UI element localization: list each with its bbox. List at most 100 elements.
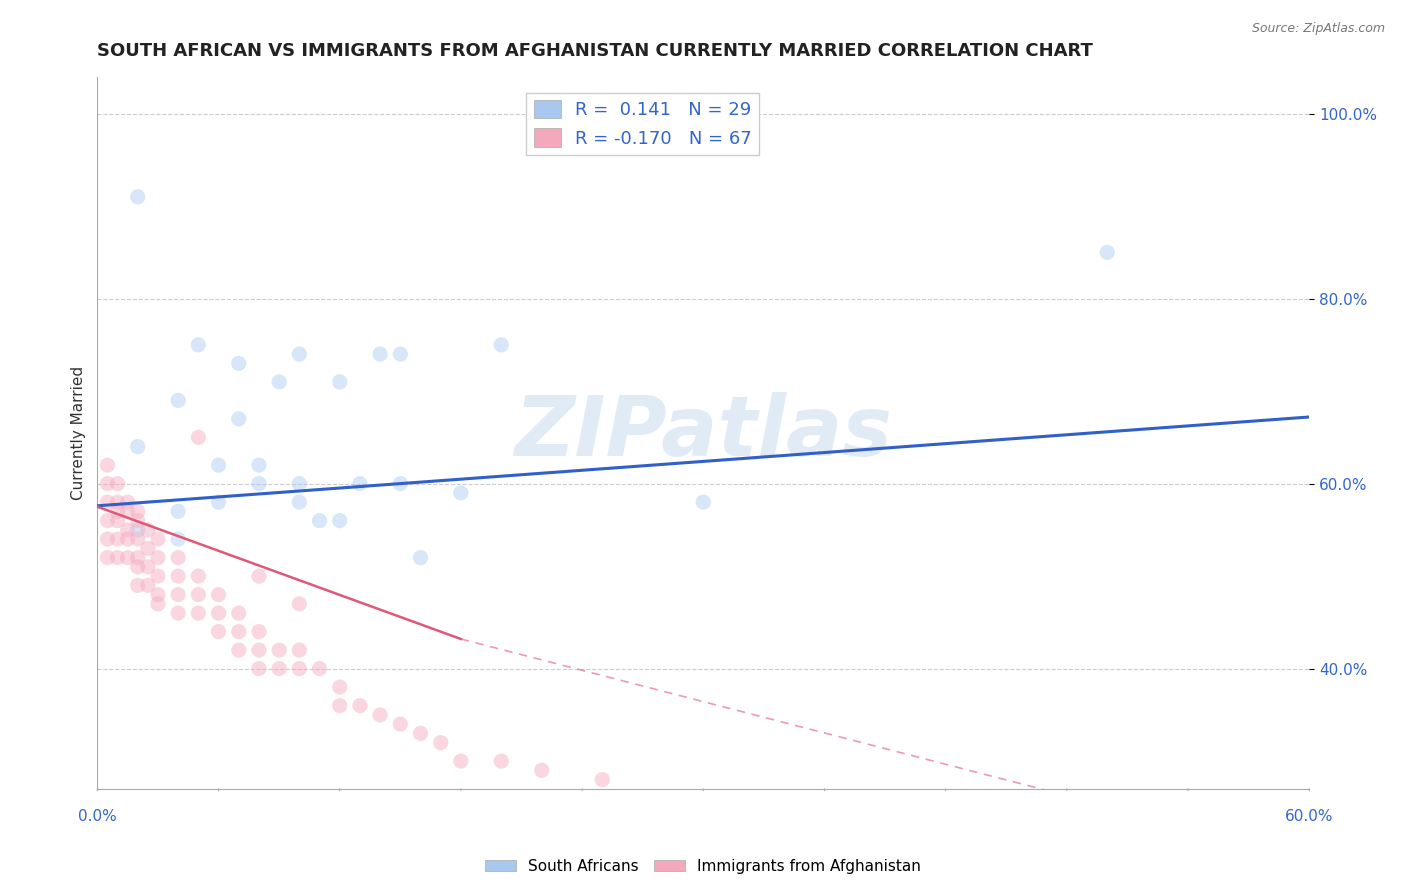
Point xyxy=(349,476,371,491)
Point xyxy=(329,514,352,528)
Point xyxy=(167,569,190,583)
Point xyxy=(96,458,118,472)
Point xyxy=(167,504,190,518)
Point xyxy=(107,476,129,491)
Point xyxy=(591,772,613,787)
Point xyxy=(247,643,270,657)
Point xyxy=(127,440,149,454)
Point xyxy=(146,588,169,602)
Point xyxy=(146,597,169,611)
Point xyxy=(167,393,190,408)
Point xyxy=(187,338,209,352)
Point xyxy=(207,624,229,639)
Point xyxy=(288,476,311,491)
Point xyxy=(269,662,291,676)
Point xyxy=(368,347,391,361)
Point xyxy=(127,514,149,528)
Point xyxy=(136,523,159,537)
Point xyxy=(329,698,352,713)
Point xyxy=(389,476,412,491)
Point xyxy=(288,643,311,657)
Point xyxy=(127,550,149,565)
Point xyxy=(491,338,513,352)
Point xyxy=(389,347,412,361)
Point xyxy=(117,550,139,565)
Point xyxy=(127,504,149,518)
Point xyxy=(136,559,159,574)
Point xyxy=(228,606,250,620)
Point xyxy=(247,476,270,491)
Point xyxy=(127,578,149,592)
Point xyxy=(368,707,391,722)
Point xyxy=(228,624,250,639)
Point xyxy=(167,550,190,565)
Text: ZIPatlas: ZIPatlas xyxy=(515,392,893,474)
Point xyxy=(450,486,472,500)
Point xyxy=(107,514,129,528)
Point xyxy=(187,569,209,583)
Point xyxy=(228,356,250,370)
Point xyxy=(96,532,118,546)
Point xyxy=(207,495,229,509)
Point xyxy=(136,541,159,556)
Point xyxy=(409,726,432,740)
Point xyxy=(167,588,190,602)
Point xyxy=(429,736,451,750)
Point xyxy=(329,375,352,389)
Point xyxy=(269,375,291,389)
Point xyxy=(146,569,169,583)
Point xyxy=(228,643,250,657)
Point xyxy=(288,597,311,611)
Point xyxy=(96,550,118,565)
Point xyxy=(308,662,330,676)
Text: 0.0%: 0.0% xyxy=(77,809,117,824)
Point xyxy=(127,523,149,537)
Point xyxy=(96,495,118,509)
Point xyxy=(288,662,311,676)
Point xyxy=(187,588,209,602)
Point xyxy=(167,606,190,620)
Point xyxy=(288,495,311,509)
Point xyxy=(450,754,472,768)
Point xyxy=(308,514,330,528)
Point xyxy=(349,698,371,713)
Point xyxy=(207,458,229,472)
Point xyxy=(117,504,139,518)
Point xyxy=(530,764,553,778)
Point xyxy=(117,523,139,537)
Point xyxy=(107,532,129,546)
Point xyxy=(136,578,159,592)
Point xyxy=(146,550,169,565)
Point xyxy=(107,550,129,565)
Point xyxy=(127,190,149,204)
Point xyxy=(247,569,270,583)
Point xyxy=(389,717,412,731)
Point xyxy=(491,754,513,768)
Point xyxy=(207,588,229,602)
Point xyxy=(247,624,270,639)
Point xyxy=(288,347,311,361)
Text: 60.0%: 60.0% xyxy=(1285,809,1333,824)
Y-axis label: Currently Married: Currently Married xyxy=(72,366,86,500)
Point xyxy=(207,606,229,620)
Point xyxy=(409,550,432,565)
Point xyxy=(228,412,250,426)
Point xyxy=(107,504,129,518)
Point xyxy=(187,606,209,620)
Point xyxy=(329,680,352,694)
Point xyxy=(117,495,139,509)
Point xyxy=(247,662,270,676)
Point xyxy=(146,532,169,546)
Point xyxy=(127,559,149,574)
Point xyxy=(187,430,209,444)
Point xyxy=(1097,245,1119,260)
Point xyxy=(127,532,149,546)
Point xyxy=(247,458,270,472)
Point xyxy=(167,532,190,546)
Point xyxy=(692,495,714,509)
Point xyxy=(117,532,139,546)
Text: SOUTH AFRICAN VS IMMIGRANTS FROM AFGHANISTAN CURRENTLY MARRIED CORRELATION CHART: SOUTH AFRICAN VS IMMIGRANTS FROM AFGHANI… xyxy=(97,42,1094,60)
Point xyxy=(96,476,118,491)
Text: Source: ZipAtlas.com: Source: ZipAtlas.com xyxy=(1251,22,1385,36)
Point xyxy=(96,514,118,528)
